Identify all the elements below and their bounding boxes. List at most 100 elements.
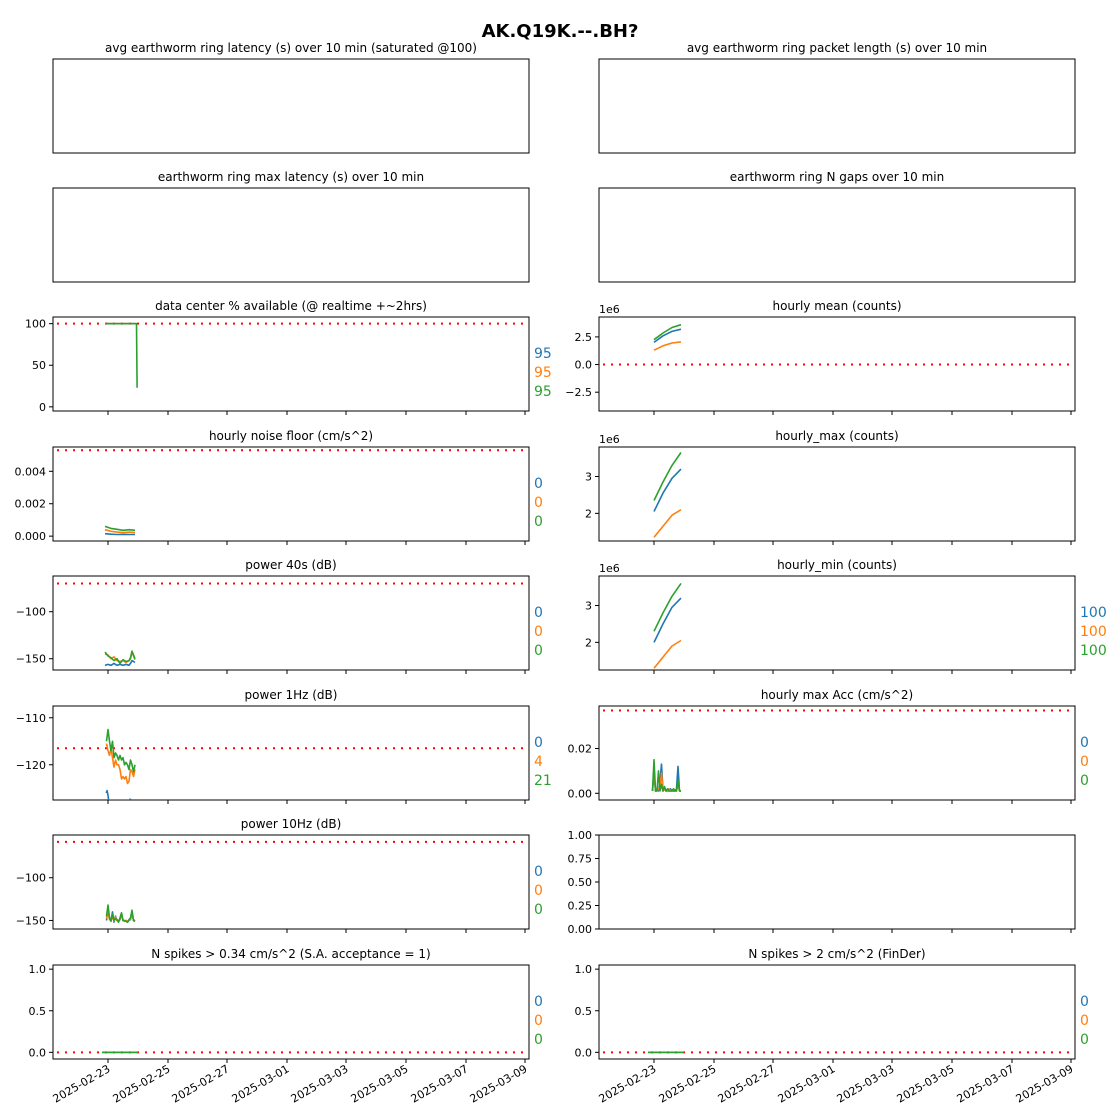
- side-value-1: 0: [1080, 1013, 1089, 1029]
- series-line-2: [651, 758, 681, 792]
- panel-title: power 40s (dB): [245, 558, 336, 572]
- side-value-1: 95: [534, 365, 552, 381]
- x-tick-label: 2025-03-05: [895, 1062, 957, 1105]
- y-tick-label: 0.000: [15, 530, 47, 543]
- series-line-2: [653, 323, 682, 341]
- y-tick-label: 3: [585, 599, 592, 612]
- y-tick-label: 0.02: [568, 743, 593, 756]
- plot-frame: [598, 705, 1076, 801]
- series-group: [104, 525, 136, 536]
- panel-pktlen: avg earthworm ring packet length (s) ove…: [598, 41, 1076, 154]
- panel-maxlat: earthworm ring max latency (s) over 10 m…: [52, 170, 530, 283]
- panel-title: earthworm ring max latency (s) over 10 m…: [158, 170, 424, 184]
- x-tick-label: 2025-02-23: [51, 1062, 113, 1105]
- side-value-1: 0: [534, 624, 543, 640]
- side-value-1: 0: [1080, 754, 1089, 770]
- y-tick-label: 2: [585, 507, 592, 520]
- panel-title: earthworm ring N gaps over 10 min: [730, 170, 944, 184]
- panel-title: power 10Hz (dB): [241, 817, 342, 831]
- y-tick-label: 1.0: [29, 963, 47, 976]
- y-tick-label: 0.00: [568, 787, 593, 800]
- series-line-0: [105, 789, 132, 800]
- series-line-1: [104, 528, 136, 534]
- x-tick-label: 2025-03-07: [955, 1062, 1017, 1105]
- panels-group: avg earthworm ring latency (s) over 10 m…: [15, 41, 1107, 1106]
- axis-exponent: 1e6: [599, 562, 620, 575]
- y-tick-label: 50: [32, 359, 46, 372]
- series-group: [105, 904, 136, 924]
- y-tick-label: 0.75: [568, 853, 593, 866]
- panel-title: N spikes > 0.34 cm/s^2 (S.A. acceptance …: [151, 947, 430, 961]
- y-tick-label: 0.5: [29, 1005, 47, 1018]
- y-tick-label: 0.50: [568, 876, 593, 889]
- axis-exponent: 1e6: [599, 303, 620, 316]
- y-tick-label: −110: [16, 712, 46, 725]
- x-tick-label: 2025-02-25: [657, 1062, 719, 1105]
- plot-frame: [52, 964, 530, 1060]
- side-value-0: 0: [534, 994, 543, 1010]
- x-tick-label: 2025-03-09: [1014, 1062, 1076, 1105]
- plot-frame: [598, 316, 1076, 412]
- plot-frame: [598, 575, 1076, 671]
- panel-title: N spikes > 2 cm/s^2 (FinDer): [748, 947, 925, 961]
- figure-title: AK.Q19K.--.BH?: [482, 21, 639, 42]
- y-tick-label: 0.5: [575, 1005, 593, 1018]
- series-line-1: [653, 509, 682, 538]
- series-line-0: [104, 532, 135, 536]
- series-group: [104, 650, 136, 667]
- series-line-0: [653, 597, 682, 643]
- side-value-2: 0: [534, 643, 543, 659]
- series-line-2: [104, 650, 136, 665]
- panel-empty_axes: 0.00 0.25 0.50 0.75 1.00: [568, 829, 1076, 936]
- panel-p10hz: power 10Hz (dB) −150 −100 0 0 0: [16, 817, 543, 933]
- side-value-1: 0: [534, 495, 543, 511]
- panel-title: hourly_min (counts): [777, 558, 897, 572]
- y-tick-label: 0: [39, 401, 46, 414]
- x-tick-label: 2025-02-25: [111, 1062, 173, 1105]
- series-line-1: [653, 341, 682, 351]
- series-line-2: [105, 322, 138, 388]
- y-tick-label: 0.0: [575, 1046, 593, 1059]
- x-tick-label: 2025-03-03: [835, 1062, 897, 1105]
- y-tick-label: 0.00: [568, 923, 593, 936]
- y-tick-label: −100: [16, 606, 46, 619]
- y-tick-label: 100: [25, 318, 46, 331]
- axis-exponent: 1e6: [599, 433, 620, 446]
- panel-hmax: hourly_max (counts) 2 3 1e6: [585, 429, 1076, 545]
- side-value-0: 0: [534, 735, 543, 751]
- series-line-0: [653, 468, 682, 512]
- plot-frame: [52, 446, 530, 542]
- side-value-2: 100: [1080, 643, 1107, 659]
- x-tick-label: 2025-03-05: [349, 1062, 411, 1105]
- plot-frame: [52, 575, 530, 671]
- series-group: [653, 452, 682, 538]
- panel-title: hourly_max (counts): [775, 429, 898, 443]
- side-value-2: 0: [1080, 773, 1089, 789]
- panel-noise: hourly noise floor (cm/s^2) 0.000 0.002 0.0…: [15, 429, 543, 545]
- series-line-2: [105, 728, 136, 773]
- plot-frame: [598, 187, 1076, 283]
- y-tick-label: 0.0: [29, 1046, 47, 1059]
- series-group: [651, 758, 681, 792]
- series-line-0: [653, 328, 682, 344]
- panel-ngaps: earthworm ring N gaps over 10 min: [598, 170, 1076, 283]
- panel-title: avg earthworm ring latency (s) over 10 m…: [105, 41, 477, 55]
- side-value-2: 0: [534, 1032, 543, 1048]
- x-tick-label: 2025-02-23: [597, 1062, 659, 1105]
- y-tick-label: 1.0: [575, 963, 593, 976]
- plot-frame: [598, 446, 1076, 542]
- side-value-0: 0: [534, 864, 543, 880]
- side-value-0: 0: [534, 476, 543, 492]
- side-value-1: 100: [1080, 624, 1107, 640]
- x-tick-label: 2025-02-27: [716, 1062, 778, 1105]
- plot-frame: [52, 187, 530, 283]
- series-line-2: [105, 904, 136, 924]
- panel-hmaxacc: hourly max Acc (cm/s^2) 0.00 0.02 0 0 0: [568, 688, 1089, 804]
- y-tick-label: −150: [16, 914, 46, 927]
- panel-latency: avg earthworm ring latency (s) over 10 m…: [52, 41, 530, 154]
- x-tick-label: 2025-03-01: [776, 1062, 838, 1105]
- series-line-2: [104, 525, 136, 532]
- series-group: [653, 582, 682, 669]
- y-tick-label: −150: [16, 653, 46, 666]
